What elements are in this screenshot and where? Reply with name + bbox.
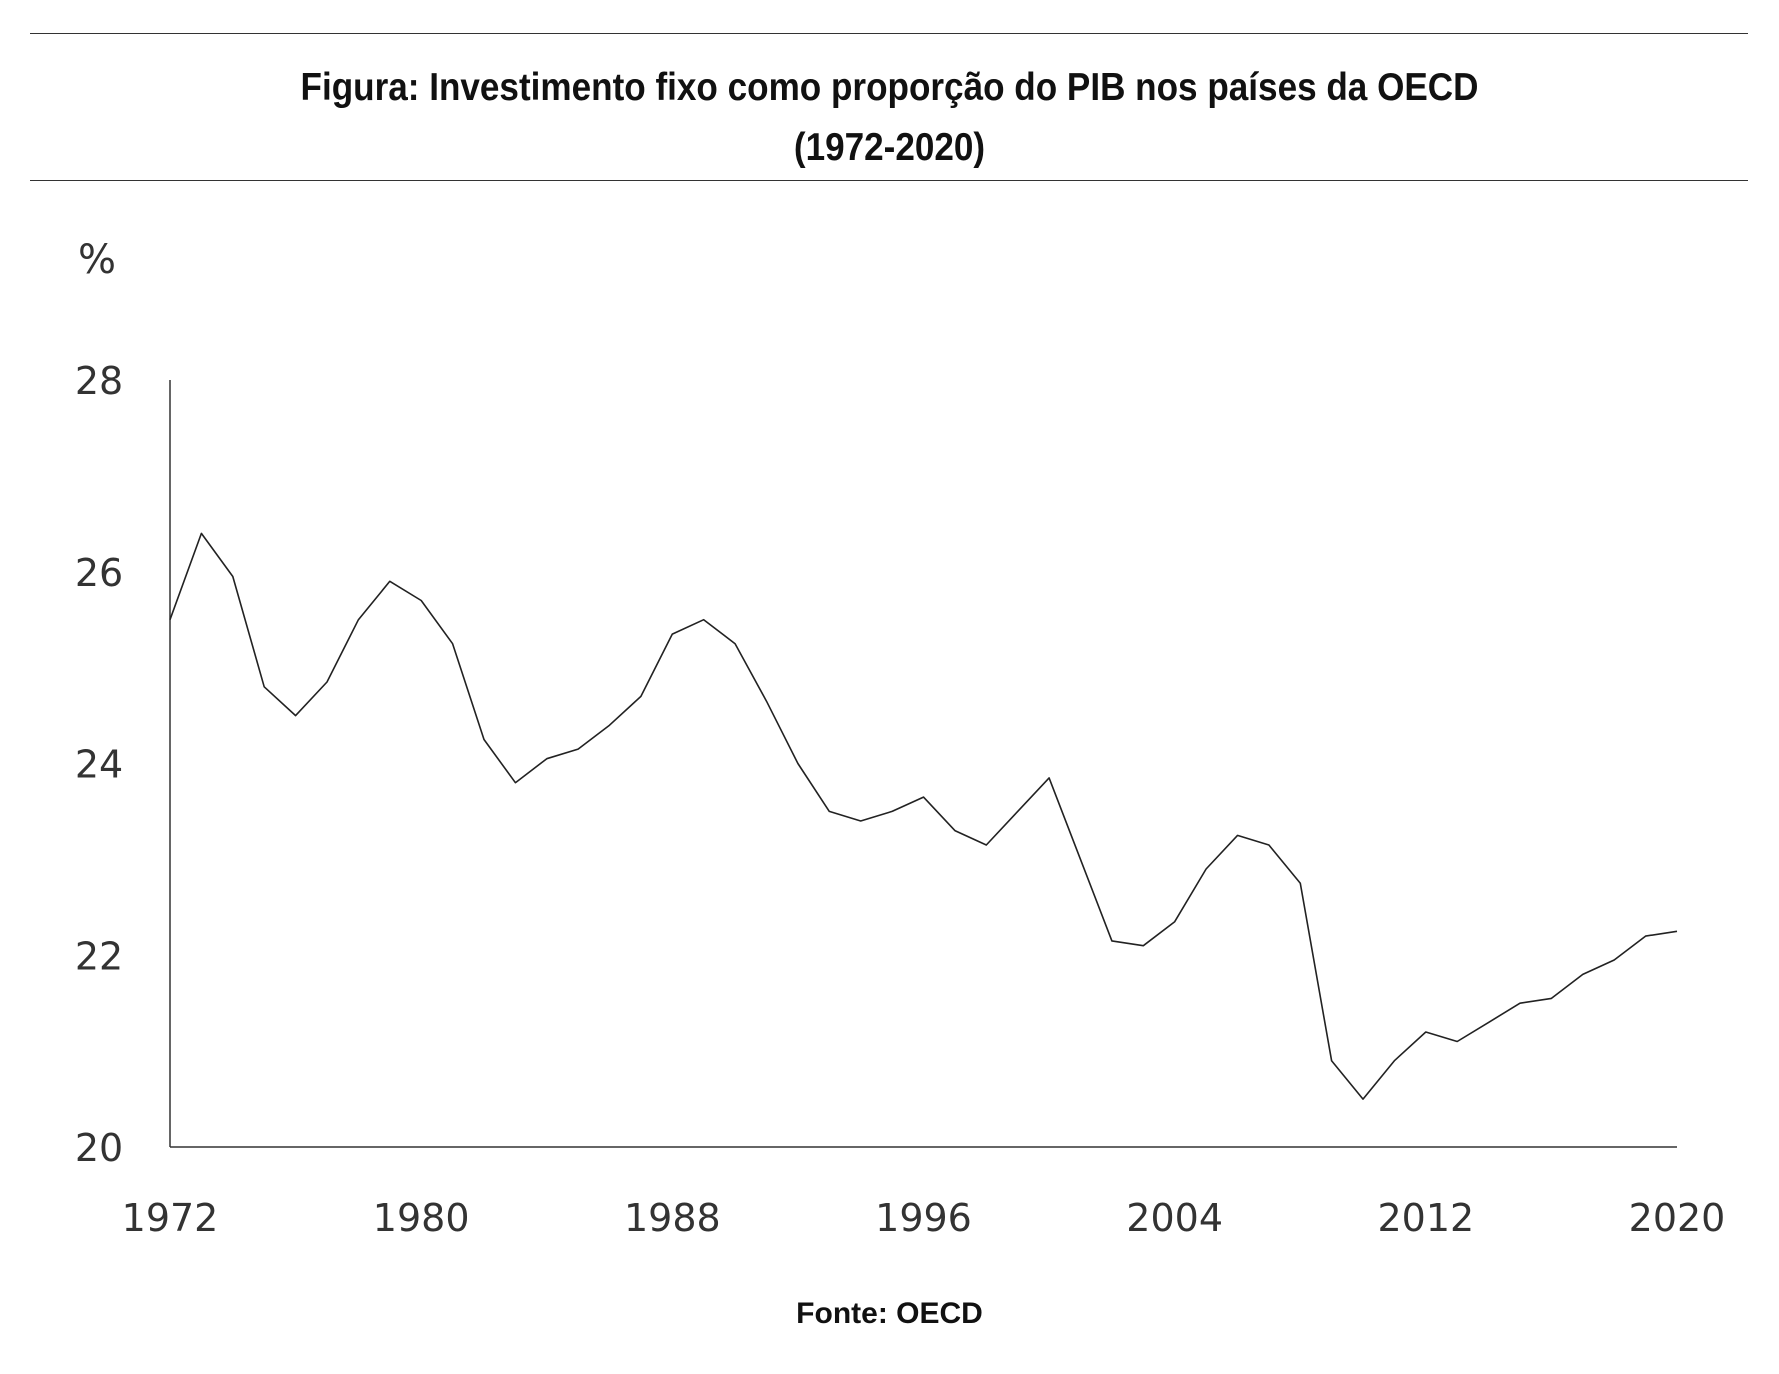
x-tick-label: 2004 (1126, 1196, 1223, 1240)
data-point (295, 715, 297, 717)
data-point (1048, 777, 1050, 779)
data-point (1676, 930, 1678, 932)
data-point (1174, 921, 1176, 923)
data-point (1205, 868, 1207, 870)
data-point (1425, 1031, 1427, 1033)
data-point (640, 695, 642, 697)
data-point (923, 796, 925, 798)
data-point (1299, 882, 1301, 884)
data-point (860, 820, 862, 822)
data-point (797, 763, 799, 765)
y-tick-label: 22 (75, 934, 123, 978)
y-tick-label: 24 (75, 743, 123, 787)
data-point (1142, 945, 1144, 947)
y-tick-label: 26 (75, 551, 123, 595)
data-point (828, 810, 830, 812)
x-tick-label: 2012 (1377, 1196, 1474, 1240)
data-point (1362, 1098, 1364, 1100)
x-tick-label: 1980 (373, 1196, 470, 1240)
data-point (546, 758, 548, 760)
data-point (1111, 940, 1113, 942)
title-bottom-rule (30, 180, 1748, 181)
data-point (1237, 834, 1239, 836)
data-point (954, 830, 956, 832)
series-line (169, 532, 1678, 1100)
data-point (200, 532, 202, 534)
data-point (483, 739, 485, 741)
data-point (1393, 1060, 1395, 1062)
data-point (1488, 1021, 1490, 1023)
data-point (1456, 1041, 1458, 1043)
data-point (1080, 858, 1082, 860)
data-point (609, 724, 611, 726)
data-point (671, 633, 673, 635)
data-point (1645, 935, 1647, 937)
x-tick-label: 1996 (875, 1196, 972, 1240)
data-point (891, 810, 893, 812)
y-tick-label: 28 (75, 359, 123, 403)
data-point (326, 681, 328, 683)
data-point (985, 844, 987, 846)
data-point (514, 782, 516, 784)
chart-title: Figura: Investimento fixo como proporção… (300, 66, 1479, 109)
data-point (169, 619, 171, 621)
x-tick-label: 1972 (122, 1196, 219, 1240)
data-point (452, 643, 454, 645)
data-point (703, 619, 705, 621)
data-point (1331, 1060, 1333, 1062)
data-point (1017, 810, 1019, 812)
data-point (766, 700, 768, 702)
data-point (263, 686, 265, 688)
data-point (577, 748, 579, 750)
y-tick-label: 20 (75, 1126, 123, 1170)
chart-subtitle: (1972-2020) (793, 126, 986, 169)
data-point (1582, 973, 1584, 975)
data-point (1613, 959, 1615, 961)
source-note: Fonte: OECD (796, 1297, 983, 1330)
data-point (357, 619, 359, 621)
x-tick-label: 1988 (624, 1196, 721, 1240)
data-point (1519, 1002, 1521, 1004)
data-point (420, 600, 422, 602)
data-point (389, 580, 391, 582)
data-point (232, 576, 234, 578)
data-point (1550, 997, 1552, 999)
data-point (734, 643, 736, 645)
x-tick-label: 2020 (1629, 1196, 1726, 1240)
title-top-rule (30, 33, 1748, 34)
y-unit-label: % (78, 237, 117, 283)
data-point (1268, 844, 1270, 846)
